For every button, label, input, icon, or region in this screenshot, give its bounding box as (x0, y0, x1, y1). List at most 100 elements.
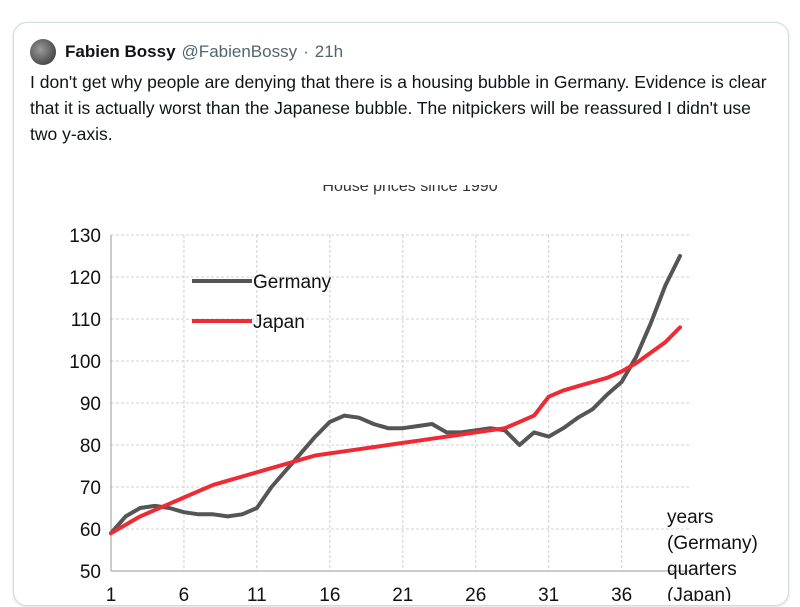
data-point-japan (153, 509, 156, 511)
tweet-header: Fabien Bossy @FabienBossy · 21h (30, 39, 343, 65)
y-tick-label: 130 (69, 226, 101, 247)
y-tick-label: 100 (69, 352, 101, 373)
data-point-japan (139, 515, 141, 518)
data-point-germany (664, 284, 667, 287)
x-axis-label-line: (Japan) (667, 585, 731, 601)
legend-label-germany: Germany (253, 272, 332, 293)
x-tick-label: 11 (247, 585, 267, 601)
data-point-japan (416, 440, 419, 442)
data-point-germany (197, 513, 200, 516)
data-point-germany (606, 393, 608, 396)
data-point-japan (387, 444, 390, 446)
data-point-japan (606, 377, 608, 379)
data-point-germany (212, 513, 214, 516)
data-point-japan (110, 532, 112, 534)
data-point-japan (664, 341, 667, 343)
data-point-japan (577, 385, 579, 387)
data-point-germany (299, 452, 302, 455)
data-point-germany (401, 427, 404, 430)
legend-label-japan: Japan (253, 312, 305, 333)
author-handle[interactable]: @FabienBossy (181, 42, 298, 61)
data-point-japan (650, 351, 652, 354)
data-point-germany (620, 381, 623, 383)
data-point-germany (387, 427, 390, 430)
data-point-germany (183, 511, 185, 513)
data-point-japan (635, 362, 638, 364)
data-point-japan (270, 467, 273, 469)
data-point-germany (270, 486, 273, 488)
data-point-germany (577, 416, 579, 419)
data-point-germany (372, 423, 375, 425)
data-point-germany (241, 513, 244, 516)
y-tick-label: 120 (69, 268, 101, 289)
data-point-germany (139, 507, 141, 509)
y-tick-label: 60 (80, 520, 101, 541)
data-point-germany (358, 416, 360, 419)
data-point-germany (562, 427, 565, 430)
data-point-germany (329, 421, 331, 423)
data-point-japan (504, 427, 506, 430)
data-point-japan (183, 496, 185, 499)
data-point-japan (401, 442, 404, 444)
data-point-japan (358, 448, 360, 451)
y-tick-label: 110 (71, 310, 101, 331)
x-axis-label-line: quarters (667, 559, 737, 580)
data-point-germany (153, 505, 156, 507)
title-crop (30, 169, 775, 185)
x-tick-label: 21 (392, 585, 413, 601)
data-point-japan (197, 490, 200, 493)
data-point-japan (474, 431, 477, 434)
x-tick-label: 31 (538, 585, 559, 601)
data-point-japan (431, 437, 433, 440)
data-point-japan (620, 370, 623, 373)
data-point-japan (256, 471, 258, 474)
tweet-card[interactable]: Fabien Bossy @FabienBossy · 21h I don't … (13, 22, 789, 606)
data-point-germany (168, 507, 171, 509)
data-point-germany (256, 507, 258, 509)
avatar[interactable] (30, 39, 56, 65)
data-point-japan (314, 454, 317, 457)
data-point-japan (460, 433, 462, 436)
data-point-japan (168, 503, 171, 505)
data-point-japan (547, 395, 550, 398)
data-point-japan (518, 421, 521, 423)
data-point-japan (299, 458, 302, 461)
x-tick-label: 1 (106, 585, 117, 601)
data-point-japan (241, 475, 244, 478)
data-point-japan (489, 429, 492, 432)
author-name[interactable]: Fabien Bossy (65, 42, 176, 61)
data-point-germany (314, 435, 317, 438)
data-point-germany (518, 444, 521, 446)
y-tick-label: 80 (80, 436, 101, 457)
tweet-media-chart[interactable]: House prices since 1990 50 60 70 80 90 100 110 1… (30, 169, 775, 605)
y-tick-label: 90 (80, 394, 101, 415)
tweet-time[interactable]: 21h (314, 42, 344, 61)
y-tick-label: 50 (80, 562, 101, 583)
x-axis-label-line: (Germany) (667, 533, 758, 554)
data-point-japan (533, 414, 535, 417)
data-point-japan (212, 484, 214, 486)
data-point-japan (372, 446, 375, 448)
data-point-japan (445, 435, 448, 438)
x-tick-label: 26 (465, 585, 486, 601)
x-tick-label: 36 (611, 585, 632, 601)
data-point-germany (285, 469, 287, 472)
data-point-germany (124, 515, 127, 518)
data-point-japan (562, 389, 565, 392)
data-point-japan (285, 463, 287, 465)
separator-dot: · (303, 42, 309, 61)
data-point-japan (343, 450, 346, 453)
data-point-germany (416, 425, 419, 427)
tweet-text: I don't get why people are denying that … (30, 72, 767, 144)
data-point-japan (679, 326, 681, 329)
x-tick-label: 6 (179, 585, 190, 601)
y-tick-label: 70 (80, 478, 101, 499)
data-point-germany (226, 515, 229, 518)
data-point-japan (124, 524, 127, 526)
data-point-germany (547, 435, 550, 438)
x-axis-label-line: years (667, 507, 713, 528)
data-point-germany (650, 322, 652, 324)
series-line-germany (109, 254, 682, 536)
data-point-germany (533, 431, 535, 434)
x-tick-label: 16 (319, 585, 340, 601)
